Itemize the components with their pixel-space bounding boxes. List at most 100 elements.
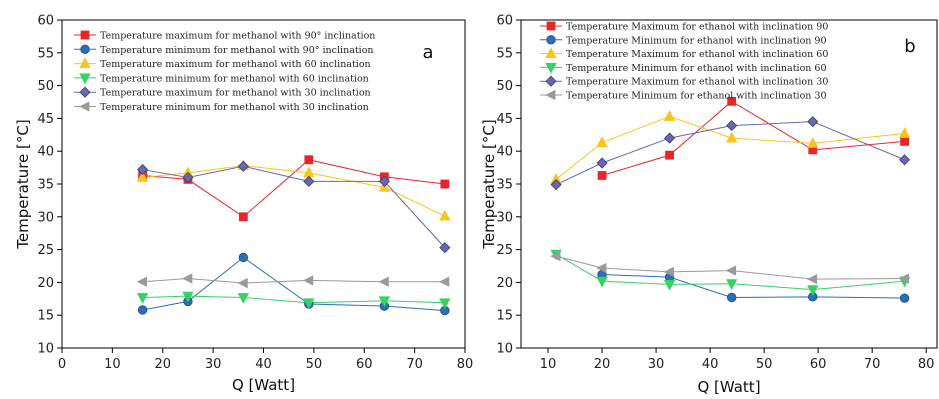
data-point-series-6 <box>725 265 737 276</box>
series-line-1 <box>142 159 445 218</box>
series-line-6 <box>142 277 445 284</box>
y-tick-label: 10 <box>37 342 54 357</box>
data-point-series-3 <box>439 209 451 221</box>
data-point-series-1 <box>597 171 607 180</box>
data-point-series-3 <box>663 110 676 121</box>
data-point-series-6 <box>550 251 561 262</box>
series-line-4 <box>142 295 445 304</box>
series-line-5 <box>142 165 446 248</box>
panel-letter: b <box>904 36 915 57</box>
y-tick-label: 25 <box>496 243 513 258</box>
legend-entry: Temperature minimum for methanol with 30… <box>100 102 369 113</box>
data-point-series-4 <box>663 279 676 291</box>
y-tick-label: 60 <box>496 14 513 29</box>
legend-entry: Temperature Maximum for ethanol with inc… <box>566 49 828 60</box>
x-tick-label: 60 <box>810 357 827 372</box>
data-point-series-5 <box>303 175 315 187</box>
series-line-6 <box>555 255 905 280</box>
data-point-series-6 <box>806 273 818 285</box>
data-point-series-5 <box>237 160 249 172</box>
x-axis-label: Q [Watt] <box>232 376 295 394</box>
series-line-2 <box>602 274 905 299</box>
data-point-series-6 <box>302 275 314 286</box>
y-tick-label: 25 <box>37 243 54 258</box>
y-tick-label: 20 <box>37 276 54 291</box>
y-axis-label: Temperature [°C] <box>480 119 498 249</box>
data-point-series-5 <box>439 242 451 254</box>
x-tick-label: 60 <box>356 357 373 372</box>
data-point-series-4 <box>378 296 391 308</box>
x-tick-label: 70 <box>864 357 881 372</box>
legend-marker <box>545 75 557 87</box>
data-point-series-1 <box>665 150 674 160</box>
legend-entry: Temperature Minimum for ethanol with inc… <box>566 63 827 74</box>
y-tick-label: 35 <box>496 178 513 193</box>
data-point-series-2 <box>727 292 737 303</box>
legend-entry: Temperature maximum for methanol with 90… <box>100 31 375 42</box>
data-point-series-2 <box>137 305 148 315</box>
data-point-series-1 <box>900 136 909 146</box>
x-tick-label: 80 <box>457 357 474 372</box>
data-point-series-4 <box>303 298 315 310</box>
y-tick-label: 45 <box>37 112 54 127</box>
data-point-series-4 <box>596 276 608 288</box>
data-point-series-4 <box>136 293 149 304</box>
data-point-series-1 <box>440 179 450 189</box>
legend-marker <box>79 86 91 98</box>
data-point-series-6 <box>378 276 389 287</box>
series-line-3 <box>555 115 905 180</box>
y-tick-label: 45 <box>496 112 513 127</box>
legend-marker <box>79 73 91 85</box>
data-point-series-6 <box>182 273 193 284</box>
y-tick-label: 60 <box>37 14 54 29</box>
data-point-series-3 <box>898 127 911 138</box>
legend-entry: Temperature maximum for methanol with 30… <box>100 88 371 99</box>
data-point-series-4 <box>237 293 250 304</box>
chart-panel-b: 10 15 20 25 30 35 40 45 50 55 60 10 20 30 40 50 60 70 80 Q … <box>480 14 938 396</box>
data-point-series-6 <box>898 273 909 284</box>
data-point-series-4 <box>439 298 451 310</box>
legend-entry: Temperature maximum for methanol with 60… <box>100 59 371 70</box>
data-point-series-1 <box>304 155 314 165</box>
data-point-series-1 <box>727 96 737 106</box>
data-point-series-5 <box>550 179 562 191</box>
x-tick-label: 10 <box>540 357 557 372</box>
x-tick-label: 10 <box>104 357 121 372</box>
data-point-series-5 <box>726 120 738 132</box>
y-axis-label: Temperature [°C] <box>14 119 32 249</box>
x-tick-label: 40 <box>702 357 719 372</box>
y-tick-label: 15 <box>37 309 54 324</box>
x-tick-label: 20 <box>154 357 171 372</box>
x-tick-label: 80 <box>918 357 935 372</box>
y-tick-label: 55 <box>37 46 54 61</box>
data-point-series-6 <box>438 276 450 287</box>
data-point-series-3 <box>596 136 608 148</box>
y-tick-label: 30 <box>496 210 513 225</box>
data-point-series-6 <box>136 276 148 287</box>
data-point-series-3 <box>807 136 819 148</box>
data-point-series-1 <box>238 212 248 222</box>
legend-entry: Temperature Minimum for ethanol with inc… <box>566 91 827 102</box>
x-tick-label: 40 <box>255 357 272 372</box>
data-point-series-5 <box>137 164 149 176</box>
x-tick-label: 50 <box>756 357 773 372</box>
y-tick-label: 55 <box>496 46 513 61</box>
legend-marker <box>545 63 557 74</box>
x-tick-label: 0 <box>58 357 66 372</box>
data-point-series-3 <box>136 171 149 182</box>
x-tick-label: 30 <box>648 357 665 372</box>
legend-marker <box>79 57 91 68</box>
legend-entry: Temperature minimum for methanol with 90… <box>100 45 374 56</box>
legend-marker <box>546 35 556 45</box>
data-point-series-6 <box>596 262 607 274</box>
legend-marker <box>546 21 556 31</box>
y-tick-label: 35 <box>37 178 54 193</box>
legend-entry: Temperature Maximum for ethanol with inc… <box>566 22 828 33</box>
series-line-5 <box>555 121 905 186</box>
y-tick-label: 30 <box>37 210 54 225</box>
legend-entry: Temperature minimum for methanol with 60… <box>100 73 369 84</box>
data-point-series-5 <box>664 132 676 144</box>
y-tick-label: 15 <box>496 309 513 324</box>
data-point-series-5 <box>182 171 194 184</box>
